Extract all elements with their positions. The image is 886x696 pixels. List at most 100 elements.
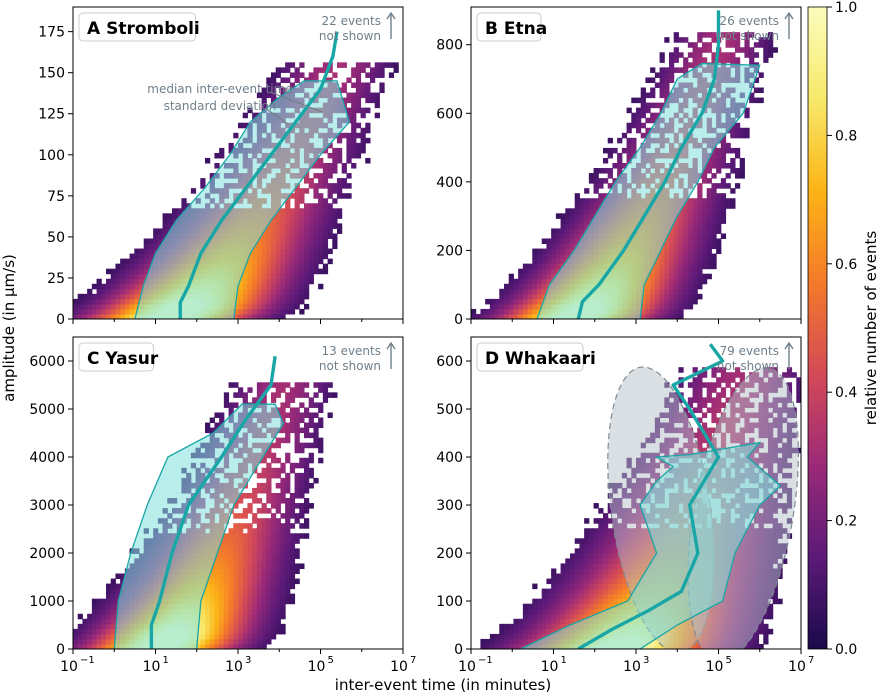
density-cell — [289, 553, 296, 559]
density-cell — [379, 72, 385, 78]
density-cell — [271, 233, 277, 239]
density-cell — [341, 62, 347, 68]
density-cell — [327, 168, 333, 174]
density-cell — [574, 238, 580, 245]
density-cell — [285, 273, 291, 280]
density-cell — [669, 288, 675, 295]
density-cell — [621, 163, 628, 169]
density-cell — [393, 62, 399, 68]
density-cell — [228, 623, 234, 630]
density-cell — [299, 513, 305, 519]
density-cell — [626, 127, 632, 134]
panel-name: Etna — [504, 19, 547, 39]
density-cell — [308, 417, 314, 424]
density-cell — [584, 198, 590, 204]
panel-name: Yasur — [104, 349, 158, 369]
density-cell — [238, 588, 244, 595]
density-cell — [308, 72, 314, 78]
density-cell — [687, 52, 694, 58]
density-cell — [261, 543, 267, 549]
density-cell — [603, 598, 609, 605]
density-cell — [96, 288, 102, 295]
density-cell — [322, 67, 329, 73]
density-cell — [664, 293, 670, 300]
density-cell — [261, 387, 267, 393]
density-cell — [275, 508, 281, 514]
density-cell — [617, 157, 623, 164]
density-cell — [664, 77, 670, 83]
density-cell — [115, 583, 121, 590]
density-cell — [256, 548, 263, 554]
density-cell — [289, 213, 296, 219]
density-cell — [209, 573, 215, 580]
density-cell — [289, 387, 296, 393]
density-cell — [96, 313, 102, 319]
density-cell — [242, 543, 248, 549]
density-cell — [280, 533, 286, 539]
density-cell — [683, 57, 689, 63]
density-cell — [280, 543, 286, 549]
density-cell — [271, 243, 277, 250]
density-cell — [275, 583, 281, 590]
density-cell — [256, 613, 263, 620]
density-cell — [522, 603, 529, 610]
y-tick-label: 175 — [38, 25, 65, 41]
density-cell — [304, 472, 310, 479]
density-cell — [271, 518, 277, 524]
density-cell — [541, 258, 547, 265]
density-cell — [711, 218, 717, 224]
density-cell — [261, 467, 267, 474]
density-cell — [678, 273, 684, 280]
density-cell — [233, 593, 239, 600]
density-cell — [565, 248, 571, 255]
density-cell — [129, 263, 135, 270]
density-cell — [266, 538, 272, 544]
density-cell — [256, 623, 263, 630]
density-cell — [508, 623, 514, 630]
density-cell — [499, 643, 505, 649]
density-cell — [508, 298, 514, 305]
density-cell — [768, 47, 774, 53]
density-cell — [271, 588, 277, 595]
density-cell — [650, 638, 656, 645]
density-cell — [706, 157, 712, 164]
density-cell — [711, 32, 717, 38]
density-cell — [219, 633, 225, 640]
density-cell — [129, 258, 135, 265]
density-cell — [271, 392, 277, 398]
density-cell — [499, 308, 505, 315]
density-cell — [299, 268, 305, 275]
density-cell — [252, 112, 258, 119]
density-cell — [664, 258, 670, 265]
density-cell — [687, 238, 694, 245]
density-cell — [256, 563, 263, 569]
density-cell — [692, 208, 698, 214]
density-cell — [228, 573, 234, 580]
density-cell — [285, 293, 291, 300]
density-cell — [167, 223, 173, 229]
density-cell — [299, 487, 305, 494]
density-cell — [261, 638, 267, 645]
density-cell — [560, 248, 566, 255]
density-cell — [148, 238, 154, 245]
density-cell — [551, 628, 557, 635]
density-cell — [228, 643, 234, 649]
density-cell — [527, 313, 533, 319]
density-cell — [256, 538, 263, 544]
density-cell — [294, 228, 300, 234]
density-cell — [692, 218, 698, 224]
density-cell — [271, 397, 277, 403]
density-cell — [313, 188, 319, 194]
density-cell — [565, 618, 571, 625]
density-cell — [96, 298, 102, 305]
density-cell — [256, 518, 263, 524]
density-cell — [659, 102, 665, 109]
density-cell — [157, 228, 164, 234]
density-cell — [735, 127, 741, 134]
density-cell — [299, 503, 305, 509]
density-cell — [560, 608, 566, 615]
density-cell — [360, 92, 366, 99]
density-cell — [499, 303, 505, 310]
density-cell — [341, 163, 347, 169]
density-cell — [313, 442, 319, 449]
